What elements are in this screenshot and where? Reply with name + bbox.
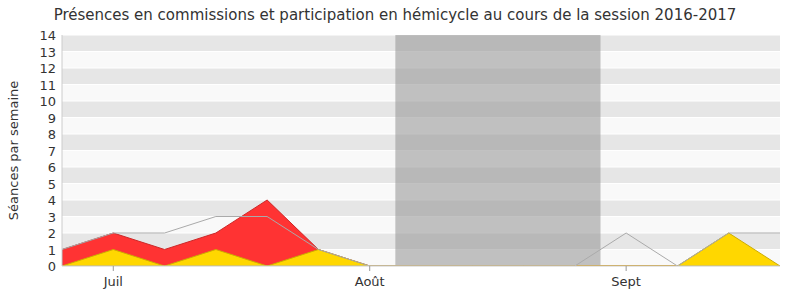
- x-tick-label: Juil: [103, 274, 123, 289]
- y-tick-label: 4: [48, 193, 56, 208]
- y-tick-label: 5: [48, 177, 56, 192]
- y-tick-label: 8: [48, 127, 56, 142]
- x-tick: [626, 266, 627, 271]
- x-tick-label: Août: [355, 274, 385, 289]
- y-tick-label: 14: [39, 28, 56, 43]
- title: Présences en commissions et participatio…: [54, 6, 737, 24]
- x-tick-label: Sept: [611, 274, 641, 289]
- area-series: [62, 200, 780, 266]
- y-tick-label: 12: [39, 61, 56, 76]
- x-axis: [62, 266, 780, 267]
- x-tick: [369, 266, 370, 271]
- y-tick-label: 13: [39, 45, 56, 60]
- y-tick-label: 3: [48, 210, 56, 225]
- area-series: [62, 233, 780, 266]
- y-tick-label: 9: [48, 111, 56, 126]
- line-series: [62, 217, 780, 267]
- grid-line: [62, 266, 780, 267]
- y-axis: [62, 35, 63, 266]
- grid: [62, 35, 780, 266]
- y-tick-label: 6: [48, 160, 56, 175]
- highlight-band: [395, 35, 600, 266]
- y-tick-label: 11: [39, 78, 56, 93]
- plot-area: [62, 200, 780, 266]
- chart: 01234567891011121314JuilAoûtSeptPrésence…: [0, 0, 790, 300]
- y-axis-label: Séances par semaine: [6, 81, 21, 220]
- y-tick-label: 2: [48, 226, 56, 241]
- x-tick: [113, 266, 114, 271]
- y-tick-label: 0: [48, 259, 56, 274]
- y-tick-label: 1: [48, 243, 56, 258]
- y-tick-label: 7: [48, 144, 56, 159]
- y-tick-label: 10: [39, 94, 56, 109]
